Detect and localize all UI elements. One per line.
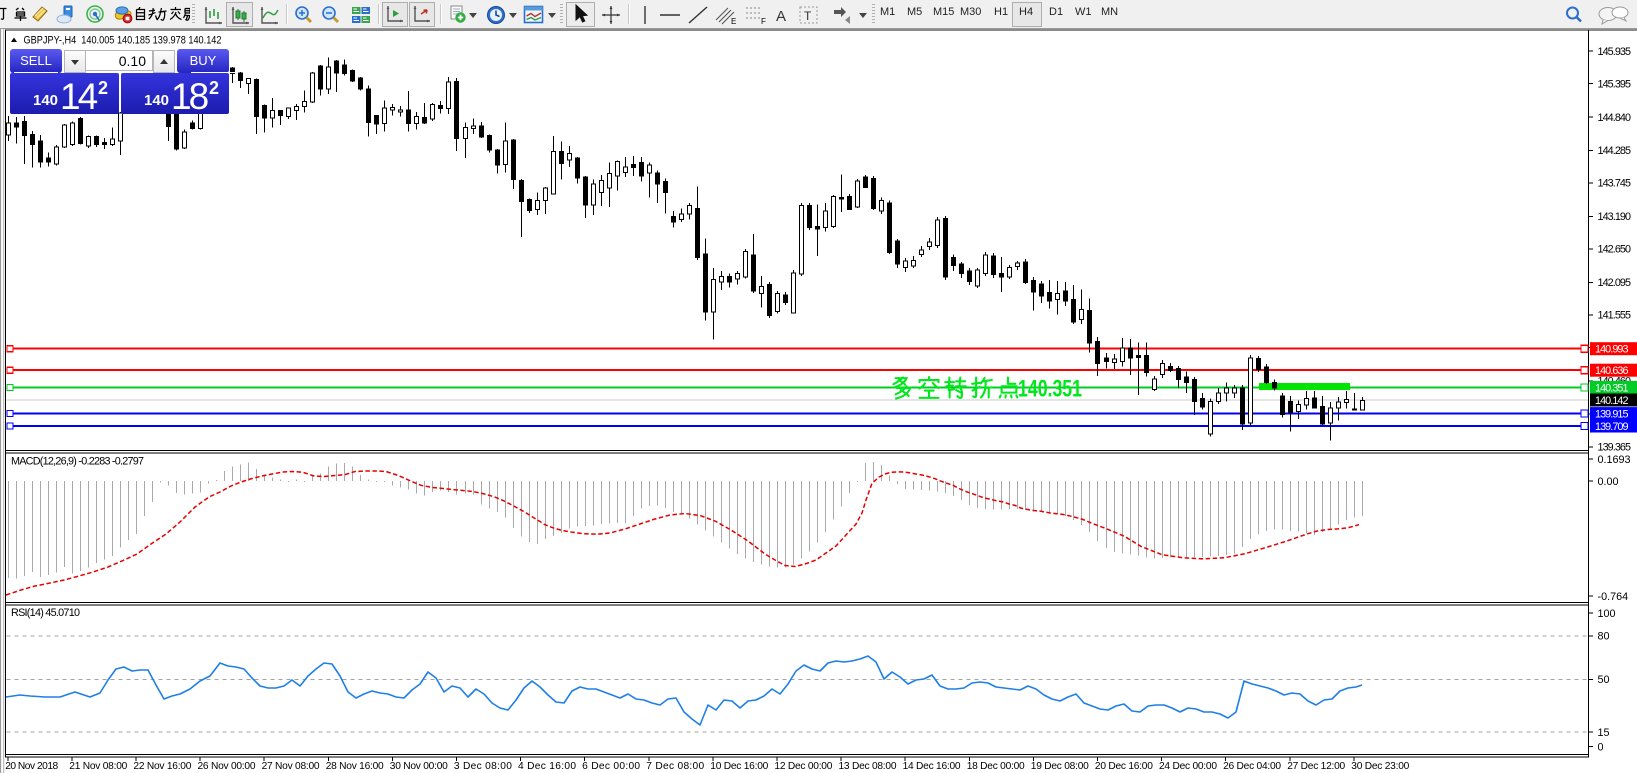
svg-text:15: 15 <box>1598 727 1610 739</box>
svg-text:139.915: 139.915 <box>1595 409 1629 421</box>
svg-text:30 Dec 23:00: 30 Dec 23:00 <box>1351 761 1409 772</box>
svg-text:142.650: 142.650 <box>1598 244 1632 256</box>
svg-text:100: 100 <box>1598 608 1616 620</box>
svg-text:140.142: 140.142 <box>1595 395 1629 407</box>
svg-text:14 Dec 16:00: 14 Dec 16:00 <box>903 761 961 772</box>
svg-text:F: F <box>761 17 766 26</box>
svg-text:139.709: 139.709 <box>1595 421 1629 433</box>
svg-text:0: 0 <box>1598 741 1604 753</box>
svg-text:27 Nov 08:00: 27 Nov 08:00 <box>262 761 320 772</box>
svg-text:0.00: 0.00 <box>1598 476 1619 488</box>
svg-text:12 Dec 00:00: 12 Dec 00:00 <box>774 761 832 772</box>
svg-text:RSI(14) 45.0710: RSI(14) 45.0710 <box>11 607 80 619</box>
svg-text:3 Dec 08:00: 3 Dec 08:00 <box>454 761 512 772</box>
svg-text:140.351: 140.351 <box>1018 375 1082 402</box>
svg-text:-0.764: -0.764 <box>1598 591 1629 603</box>
svg-text:27 Dec 12:00: 27 Dec 12:00 <box>1287 761 1345 772</box>
svg-text:139.365: 139.365 <box>1598 442 1632 454</box>
svg-text:144.840: 144.840 <box>1598 112 1632 124</box>
svg-text:24 Dec 00:00: 24 Dec 00:00 <box>1159 761 1217 772</box>
svg-text:4 Dec 16:00: 4 Dec 16:00 <box>518 761 576 772</box>
svg-text:28 Nov 16:00: 28 Nov 16:00 <box>326 761 384 772</box>
svg-text:22 Nov 16:00: 22 Nov 16:00 <box>133 761 191 772</box>
svg-text:T: T <box>804 9 812 23</box>
svg-text:142.095: 142.095 <box>1598 277 1632 289</box>
svg-text:19 Dec 08:00: 19 Dec 08:00 <box>1031 761 1089 772</box>
svg-text:30 Nov 00:00: 30 Nov 00:00 <box>390 761 448 772</box>
svg-text:143.745: 143.745 <box>1598 178 1632 190</box>
svg-text:50: 50 <box>1598 674 1610 686</box>
svg-text:140.993: 140.993 <box>1595 344 1629 356</box>
svg-text:80: 80 <box>1598 631 1610 643</box>
svg-text:145.935: 145.935 <box>1598 46 1632 58</box>
svg-text:MACD(12,26,9) -0.2283 -0.2797: MACD(12,26,9) -0.2283 -0.2797 <box>11 456 144 468</box>
svg-text:0.1693: 0.1693 <box>1598 454 1631 466</box>
svg-text:140.351: 140.351 <box>1595 382 1629 394</box>
svg-text:140.636: 140.636 <box>1595 365 1629 377</box>
svg-text:13 Dec 08:00: 13 Dec 08:00 <box>839 761 897 772</box>
svg-text:10 Dec 16:00: 10 Dec 16:00 <box>710 761 768 772</box>
svg-text:A: A <box>776 8 786 25</box>
svg-text:26 Nov 00:00: 26 Nov 00:00 <box>198 761 256 772</box>
svg-text:20 Nov 2018: 20 Nov 2018 <box>5 761 58 772</box>
svg-text:20 Dec 16:00: 20 Dec 16:00 <box>1095 761 1153 772</box>
svg-text:6 Dec 00:00: 6 Dec 00:00 <box>582 761 640 772</box>
svg-text:145.395: 145.395 <box>1598 78 1632 90</box>
svg-text:144.285: 144.285 <box>1598 145 1632 157</box>
svg-text:7 Dec 08:00: 7 Dec 08:00 <box>646 761 704 772</box>
svg-text:GBPJPY-,H4 140.005 140.185 13: GBPJPY-,H4 140.005 140.185 139.978 140.1… <box>24 35 222 47</box>
svg-text:141.555: 141.555 <box>1598 310 1632 322</box>
svg-text:18 Dec 00:00: 18 Dec 00:00 <box>967 761 1025 772</box>
svg-text:E: E <box>731 17 736 26</box>
svg-text:143.190: 143.190 <box>1598 211 1632 223</box>
svg-text:26 Dec 04:00: 26 Dec 04:00 <box>1223 761 1281 772</box>
svg-text:21 Nov 08:00: 21 Nov 08:00 <box>69 761 127 772</box>
